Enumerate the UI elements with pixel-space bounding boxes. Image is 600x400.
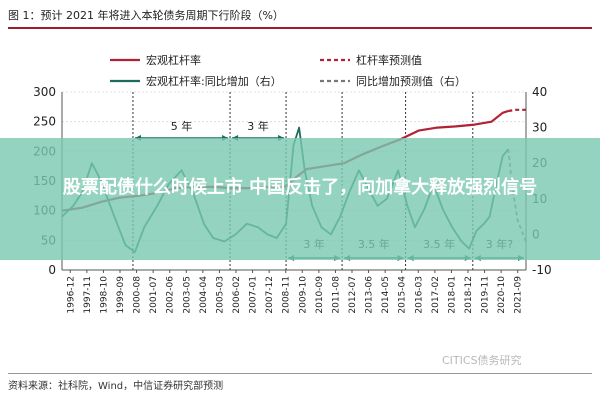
x-tick-label: 2018-01 bbox=[447, 276, 457, 314]
x-tick-label: 2000-08 bbox=[133, 276, 143, 314]
watermark: CITICS债务研究 bbox=[442, 354, 522, 367]
x-tick-label: 1998-10 bbox=[99, 276, 109, 314]
y-right-tick-label: -10 bbox=[532, 263, 552, 277]
y-right-tick-label: 30 bbox=[532, 121, 547, 135]
x-tick-label: 2013-06 bbox=[365, 276, 375, 314]
x-tick-label: 2002-06 bbox=[166, 276, 176, 314]
y-left-tick-label: 250 bbox=[33, 115, 56, 129]
cycle-label: 5 年 bbox=[171, 119, 193, 133]
x-tick-label: 2007-01 bbox=[249, 276, 259, 314]
x-tick-label: 2021-09 bbox=[514, 276, 524, 314]
x-tick-label: 2015-04 bbox=[398, 276, 408, 314]
figure-title: 图 1：预计 2021 年将进入本轮债务周期下行阶段（%） bbox=[8, 9, 284, 22]
cycle-label: 3 年 bbox=[247, 119, 269, 133]
source-note: 资料来源：社科院，Wind，中信证券研究部预测 bbox=[8, 381, 224, 392]
legend-label: 宏观杠杆率:同比增加（右） bbox=[146, 74, 282, 88]
legend-label: 杠杆率预测值 bbox=[356, 53, 422, 67]
x-tick-label: 2014-05 bbox=[381, 276, 391, 314]
x-tick-label: 2020-10 bbox=[497, 276, 507, 314]
x-tick-label: 2006-02 bbox=[232, 276, 242, 314]
legend-label: 宏观杠杆率 bbox=[146, 53, 201, 67]
x-tick-label: 1999-09 bbox=[116, 276, 126, 314]
x-tick-label: 2001-07 bbox=[149, 276, 159, 314]
x-tick-label: 1996-12 bbox=[66, 276, 76, 314]
x-tick-label: 2009-10 bbox=[298, 276, 308, 314]
overlay-headline[interactable]: 股票配债什么时候上市 中国反击了，向加拿大释放强烈信号 bbox=[62, 177, 538, 198]
series-line-2 bbox=[508, 108, 526, 113]
overlay-banner bbox=[0, 138, 600, 260]
x-tick-label: 2017-02 bbox=[431, 276, 441, 314]
x-tick-label: 2008-11 bbox=[282, 276, 292, 314]
y-left-tick-label: 0 bbox=[48, 263, 56, 277]
x-tick-label: 2012-07 bbox=[348, 276, 358, 314]
x-tick-label: 2005-03 bbox=[215, 276, 225, 314]
x-tick-label: 2003-05 bbox=[182, 276, 192, 314]
x-tick-label: 2018-12 bbox=[464, 276, 474, 314]
x-tick-label: 2010-09 bbox=[315, 276, 325, 314]
x-tick-label: 2004-04 bbox=[199, 276, 209, 314]
x-tick-label: 1997-11 bbox=[83, 276, 93, 314]
legend-label: 同比增加预测值（右） bbox=[356, 74, 466, 88]
title-rule bbox=[8, 27, 592, 29]
y-right-tick-label: 40 bbox=[532, 85, 547, 99]
x-tick-label: 2019-11 bbox=[481, 276, 491, 314]
footer-rule bbox=[8, 373, 592, 374]
x-tick-label: 2011-08 bbox=[331, 276, 341, 314]
x-tick-label: 2007-12 bbox=[265, 276, 275, 314]
x-tick-label: 2016-03 bbox=[414, 276, 424, 314]
y-left-tick-label: 300 bbox=[33, 85, 56, 99]
